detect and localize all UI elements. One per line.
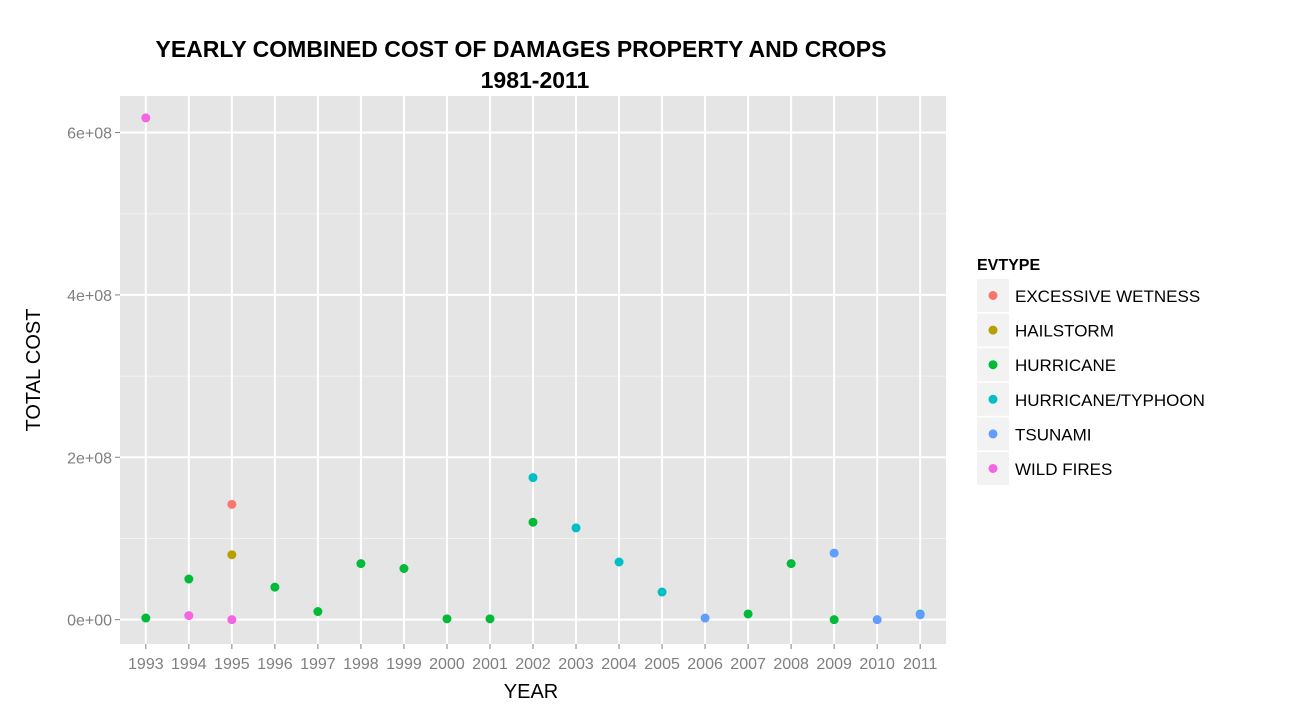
x-tick-label: 1993: [128, 656, 164, 673]
data-point: [313, 607, 323, 617]
grid-lines: [120, 96, 946, 644]
legend-key-point: [988, 394, 998, 404]
x-tick-label: 2004: [601, 656, 637, 673]
data-point: [227, 499, 237, 509]
legend-key-point: [988, 360, 998, 370]
data-point: [700, 613, 710, 623]
data-point: [829, 548, 839, 558]
x-tick-label: 2003: [558, 656, 594, 673]
data-point: [571, 523, 581, 533]
y-tick-label: 4e+08: [67, 288, 112, 305]
data-point: [528, 517, 538, 527]
x-tick-label: 2002: [515, 656, 551, 673]
data-point: [485, 614, 495, 624]
data-point: [614, 557, 624, 567]
x-tick-label: 2006: [687, 656, 723, 673]
y-tick-label: 0e+00: [67, 613, 112, 630]
x-tick-label: 2010: [859, 656, 895, 673]
data-point: [141, 113, 151, 123]
legend-label: EXCESSIVE WETNESS: [1015, 287, 1200, 306]
data-point: [915, 610, 925, 620]
x-axis-title: YEAR: [504, 681, 558, 703]
data-point: [356, 559, 366, 569]
data-point: [786, 559, 796, 569]
legend-label: WILD FIRES: [1015, 460, 1112, 479]
data-point: [442, 614, 452, 624]
data-point: [141, 613, 151, 623]
legend-key-point: [988, 291, 998, 300]
x-tick-label: 1998: [343, 656, 379, 673]
data-point: [872, 615, 882, 625]
y-axis-title: TOTAL COST: [23, 309, 45, 432]
data-point: [829, 615, 839, 625]
data-point: [743, 609, 753, 619]
legend: EXCESSIVE WETNESS HAILSTORM HURRICANE HURRI…: [977, 279, 1205, 485]
x-tick-label: 1999: [386, 656, 422, 673]
y-tick-label: 6e+08: [67, 126, 112, 143]
x-tick-label: 1994: [171, 656, 207, 673]
x-tick-label: 1995: [214, 656, 250, 673]
chart-title-line2: 1981-2011: [481, 67, 590, 93]
data-points: [141, 113, 925, 625]
x-tick-label: 2009: [816, 656, 852, 673]
chart-title-line1: YEARLY COMBINED COST OF DAMAGES PROPERTY…: [156, 36, 887, 62]
data-point: [184, 611, 194, 621]
x-tick-label: 2007: [730, 656, 766, 673]
x-tick-label: 1997: [300, 656, 336, 673]
data-point: [270, 582, 280, 592]
legend-key-point: [988, 464, 998, 473]
legend-label: HAILSTORM: [1015, 322, 1114, 341]
legend-label: HURRICANE/TYPHOON: [1015, 391, 1205, 410]
data-point: [399, 563, 409, 573]
legend-key-point: [988, 325, 998, 335]
legend-key-point: [988, 429, 998, 439]
data-point: [657, 587, 667, 597]
legend-label: HURRICANE: [1015, 356, 1116, 375]
x-tick-label: 1996: [257, 656, 293, 673]
y-axis-ticks: 0e+00 2e+08 4e+08 6e+08: [67, 126, 120, 630]
x-tick-label: 2000: [429, 656, 465, 673]
data-point: [184, 574, 194, 584]
legend-title: EVTYPE: [977, 257, 1040, 274]
x-axis-ticks: 1993 1994 1995 1996 1997 1998 1999 2000 2001 2002…: [128, 644, 937, 673]
x-tick-label: 2011: [903, 656, 938, 673]
x-tick-label: 2001: [472, 656, 508, 673]
data-point: [227, 615, 237, 625]
x-tick-label: 2008: [773, 656, 809, 673]
x-tick-label: 2005: [644, 656, 680, 673]
legend-label: TSUNAMI: [1015, 425, 1092, 444]
data-point: [528, 473, 538, 483]
y-tick-label: 2e+08: [67, 450, 112, 467]
data-point: [227, 550, 237, 560]
